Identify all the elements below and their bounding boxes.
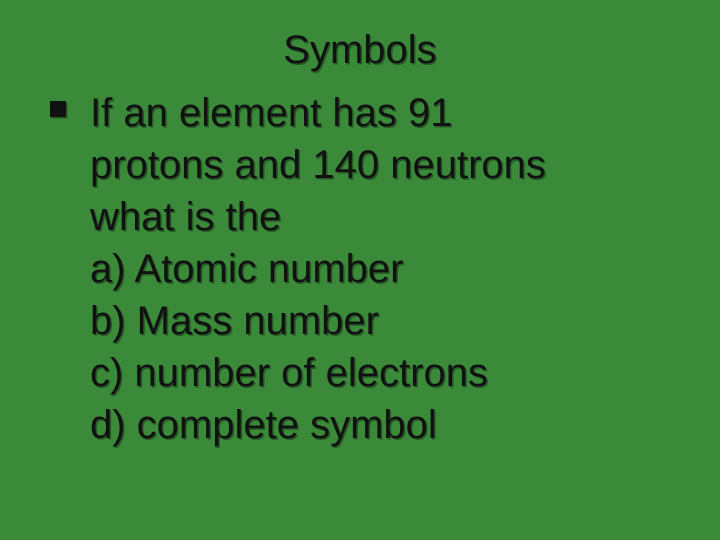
slide-container: Symbols If an element has 91 protons and… xyxy=(0,0,720,540)
body-line: what is the xyxy=(90,191,546,243)
slide-title: Symbols xyxy=(40,28,680,73)
slide-body: If an element has 91 protons and 140 neu… xyxy=(90,87,546,451)
body-line: d) complete symbol xyxy=(90,399,546,451)
square-bullet-icon xyxy=(50,101,66,117)
body-line: protons and 140 neutrons xyxy=(90,139,546,191)
body-line: a) Atomic number xyxy=(90,243,546,295)
body-line: b) Mass number xyxy=(90,295,546,347)
body-line: If an element has 91 xyxy=(90,87,546,139)
bullet-item: If an element has 91 protons and 140 neu… xyxy=(40,87,680,451)
body-line: c) number of electrons xyxy=(90,347,546,399)
